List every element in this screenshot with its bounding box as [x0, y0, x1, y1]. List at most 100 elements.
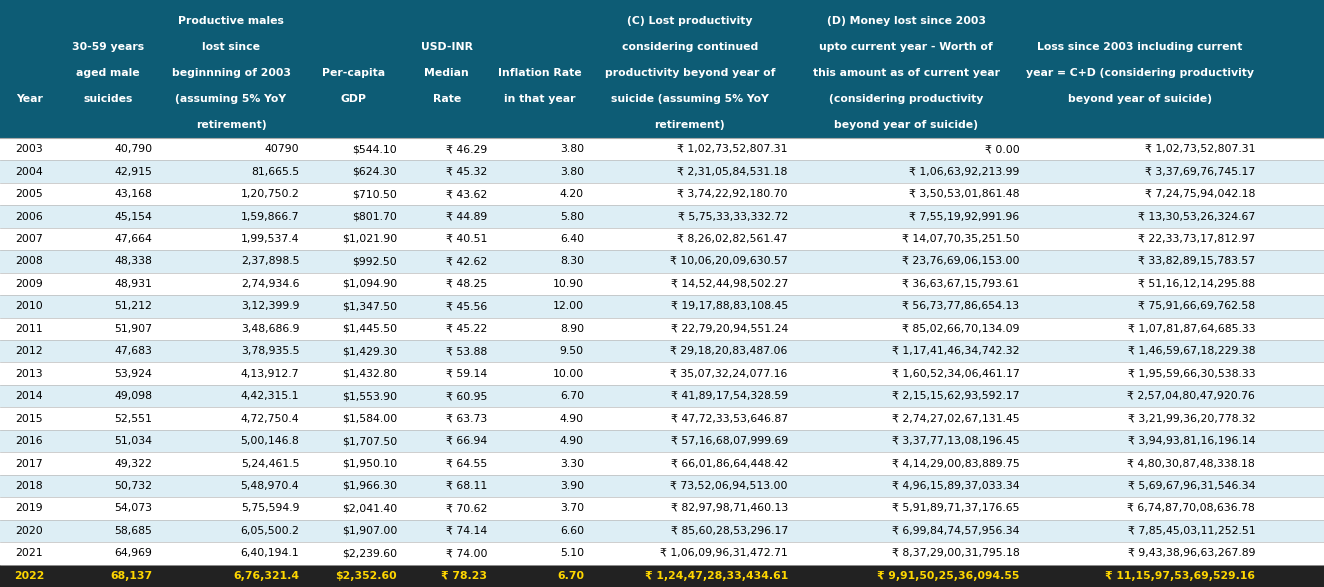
Text: ₹ 73,52,06,94,513.00: ₹ 73,52,06,94,513.00	[670, 481, 788, 491]
Text: 2019: 2019	[16, 504, 42, 514]
Text: 2017: 2017	[16, 458, 42, 468]
Text: ₹ 43.62: ₹ 43.62	[446, 189, 487, 199]
Text: ₹ 10,06,20,09,630.57: ₹ 10,06,20,09,630.57	[670, 257, 788, 266]
Text: 2007: 2007	[16, 234, 42, 244]
Text: 10.90: 10.90	[552, 279, 584, 289]
Text: considering continued: considering continued	[622, 42, 757, 52]
Text: ₹ 4,80,30,87,48,338.18: ₹ 4,80,30,87,48,338.18	[1128, 458, 1255, 468]
Text: 49,098: 49,098	[114, 391, 152, 401]
Text: ₹ 6,74,87,70,08,636.78: ₹ 6,74,87,70,08,636.78	[1128, 504, 1255, 514]
Text: ₹ 2,15,15,62,93,592.17: ₹ 2,15,15,62,93,592.17	[892, 391, 1019, 401]
Text: ₹ 33,82,89,15,783.57: ₹ 33,82,89,15,783.57	[1139, 257, 1255, 266]
Text: ₹ 5,91,89,71,37,176.65: ₹ 5,91,89,71,37,176.65	[892, 504, 1019, 514]
Text: 1,99,537.4: 1,99,537.4	[241, 234, 299, 244]
Text: 12.00: 12.00	[552, 301, 584, 311]
Text: Year: Year	[16, 94, 42, 104]
Text: 48,338: 48,338	[114, 257, 152, 266]
Bar	[0, 0, 1324, 138]
Text: 2012: 2012	[16, 346, 42, 356]
Text: ₹ 23,76,69,06,153.00: ₹ 23,76,69,06,153.00	[902, 257, 1019, 266]
Text: ₹ 82,97,98,71,460.13: ₹ 82,97,98,71,460.13	[670, 504, 788, 514]
Text: 2005: 2005	[16, 189, 42, 199]
Text: ₹ 60.95: ₹ 60.95	[446, 391, 487, 401]
Text: ₹ 66,01,86,64,448.42: ₹ 66,01,86,64,448.42	[670, 458, 788, 468]
Text: ₹ 1,46,59,67,18,229.38: ₹ 1,46,59,67,18,229.38	[1128, 346, 1255, 356]
Text: $1,021.90: $1,021.90	[342, 234, 397, 244]
Text: ₹ 45.22: ₹ 45.22	[446, 324, 487, 334]
Text: 3.70: 3.70	[560, 504, 584, 514]
Text: this amount as of current year: this amount as of current year	[813, 68, 1000, 78]
Text: $1,950.10: $1,950.10	[342, 458, 397, 468]
Text: 3,78,935.5: 3,78,935.5	[241, 346, 299, 356]
Text: 68,137: 68,137	[110, 571, 152, 581]
Text: 4.90: 4.90	[560, 414, 584, 424]
Text: 5,75,594.9: 5,75,594.9	[241, 504, 299, 514]
Text: 9.50: 9.50	[560, 346, 584, 356]
Text: ₹ 13,30,53,26,324.67: ₹ 13,30,53,26,324.67	[1137, 211, 1255, 221]
Text: lost since: lost since	[203, 42, 260, 52]
Text: ₹ 3,50,53,01,861.48: ₹ 3,50,53,01,861.48	[910, 189, 1019, 199]
Text: 2016: 2016	[16, 436, 42, 446]
Text: ₹ 7,85,45,03,11,252.51: ₹ 7,85,45,03,11,252.51	[1128, 526, 1255, 536]
Text: (considering productivity: (considering productivity	[829, 94, 984, 104]
Text: 81,665.5: 81,665.5	[252, 167, 299, 177]
Bar	[0, 362, 1324, 385]
Text: (D) Money lost since 2003: (D) Money lost since 2003	[826, 16, 986, 26]
Text: ₹ 85,02,66,70,134.09: ₹ 85,02,66,70,134.09	[902, 324, 1019, 334]
Text: ₹ 2,74,27,02,67,131.45: ₹ 2,74,27,02,67,131.45	[892, 414, 1019, 424]
Text: $2,352.60: $2,352.60	[335, 571, 397, 581]
Text: ₹ 45.32: ₹ 45.32	[446, 167, 487, 177]
Text: USD-INR: USD-INR	[421, 42, 473, 52]
Text: 2014: 2014	[16, 391, 42, 401]
Text: ₹ 3,37,77,13,08,196.45: ₹ 3,37,77,13,08,196.45	[892, 436, 1019, 446]
Bar	[0, 385, 1324, 407]
Text: ₹ 4,96,15,89,37,033.34: ₹ 4,96,15,89,37,033.34	[892, 481, 1019, 491]
Bar	[0, 565, 1324, 587]
Text: 42,915: 42,915	[114, 167, 152, 177]
Text: $1,445.50: $1,445.50	[342, 324, 397, 334]
Text: 6,05,500.2: 6,05,500.2	[241, 526, 299, 536]
Text: 2008: 2008	[16, 257, 42, 266]
Text: 4,42,315.1: 4,42,315.1	[241, 391, 299, 401]
Text: $801.70: $801.70	[352, 211, 397, 221]
Text: 3.80: 3.80	[560, 167, 584, 177]
Text: ₹ 74.14: ₹ 74.14	[446, 526, 487, 536]
Text: ₹ 1,07,81,87,64,685.33: ₹ 1,07,81,87,64,685.33	[1128, 324, 1255, 334]
Text: 2004: 2004	[16, 167, 42, 177]
Text: 3.90: 3.90	[560, 481, 584, 491]
Text: 51,034: 51,034	[114, 436, 152, 446]
Text: ₹ 22,79,20,94,551.24: ₹ 22,79,20,94,551.24	[670, 324, 788, 334]
Text: 2022: 2022	[15, 571, 44, 581]
Text: 6.60: 6.60	[560, 526, 584, 536]
Bar	[0, 160, 1324, 183]
Text: ₹ 6,99,84,74,57,956.34: ₹ 6,99,84,74,57,956.34	[892, 526, 1019, 536]
Text: ₹ 1,06,63,92,213.99: ₹ 1,06,63,92,213.99	[910, 167, 1019, 177]
Text: ₹ 7,24,75,94,042.18: ₹ 7,24,75,94,042.18	[1145, 189, 1255, 199]
Text: 4.20: 4.20	[560, 189, 584, 199]
Text: ₹ 3,94,93,81,16,196.14: ₹ 3,94,93,81,16,196.14	[1128, 436, 1255, 446]
Text: ₹ 1,95,59,66,30,538.33: ₹ 1,95,59,66,30,538.33	[1128, 369, 1255, 379]
Text: $624.30: $624.30	[352, 167, 397, 177]
Text: ₹ 1,02,73,52,807.31: ₹ 1,02,73,52,807.31	[678, 144, 788, 154]
Text: ₹ 66.94: ₹ 66.94	[446, 436, 487, 446]
Text: upto current year - Worth of: upto current year - Worth of	[820, 42, 993, 52]
Text: ₹ 8,26,02,82,561.47: ₹ 8,26,02,82,561.47	[678, 234, 788, 244]
Text: 5.10: 5.10	[560, 548, 584, 558]
Text: retirement): retirement)	[196, 120, 266, 130]
Text: ₹ 41,89,17,54,328.59: ₹ 41,89,17,54,328.59	[671, 391, 788, 401]
Text: $1,432.80: $1,432.80	[342, 369, 397, 379]
Text: 5,00,146.8: 5,00,146.8	[241, 436, 299, 446]
Bar	[0, 272, 1324, 295]
Text: in that year: in that year	[504, 94, 576, 104]
Text: $1,094.90: $1,094.90	[342, 279, 397, 289]
Text: beyond year of suicide): beyond year of suicide)	[834, 120, 978, 130]
Text: ₹ 5,69,67,96,31,546.34: ₹ 5,69,67,96,31,546.34	[1128, 481, 1255, 491]
Text: ₹ 1,17,41,46,34,742.32: ₹ 1,17,41,46,34,742.32	[892, 346, 1019, 356]
Text: ₹ 11,15,97,53,69,529.16: ₹ 11,15,97,53,69,529.16	[1106, 571, 1255, 581]
Text: 6.40: 6.40	[560, 234, 584, 244]
Text: 6,76,321.4: 6,76,321.4	[233, 571, 299, 581]
Text: ₹ 47,72,33,53,646.87: ₹ 47,72,33,53,646.87	[671, 414, 788, 424]
Text: 2,37,898.5: 2,37,898.5	[241, 257, 299, 266]
Text: 6.70: 6.70	[560, 391, 584, 401]
Text: $1,429.30: $1,429.30	[342, 346, 397, 356]
